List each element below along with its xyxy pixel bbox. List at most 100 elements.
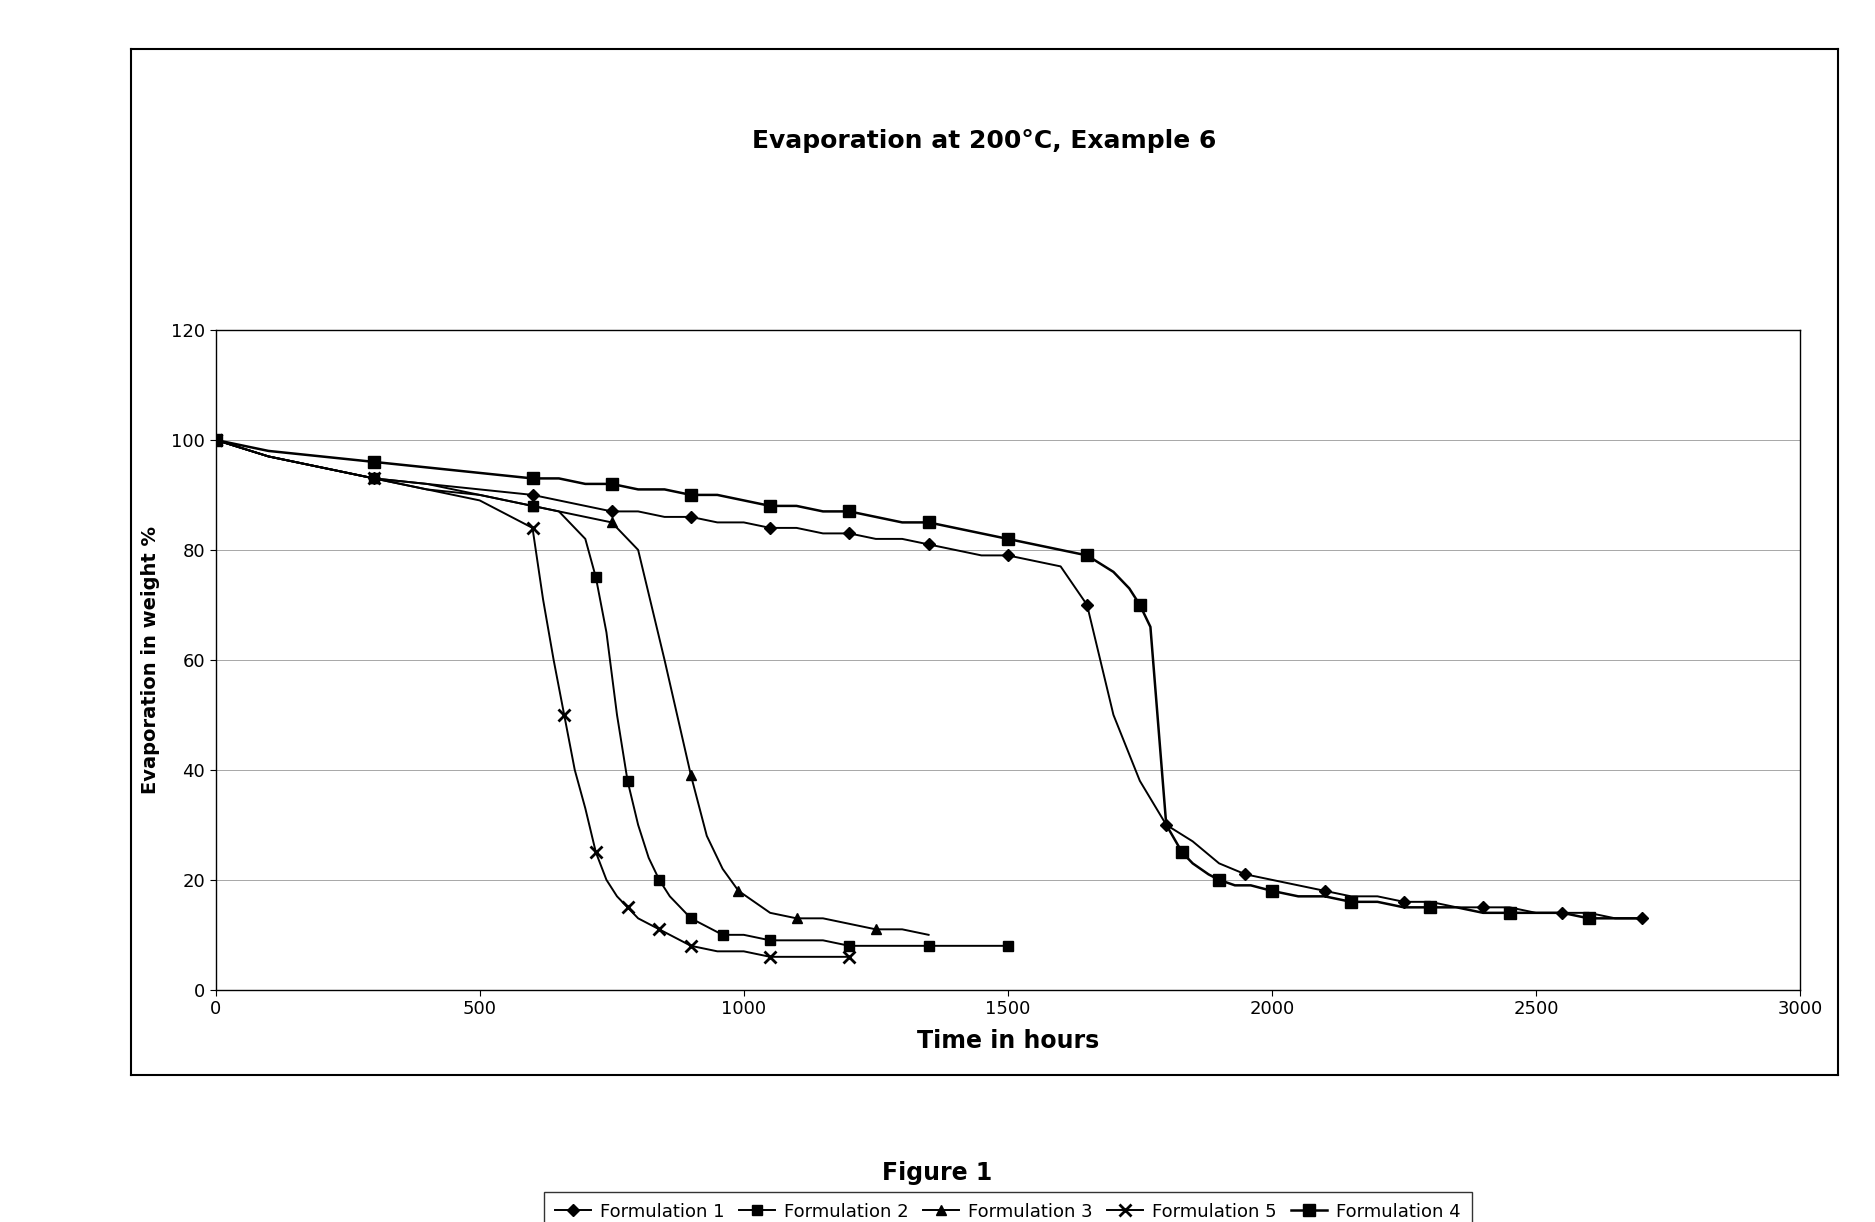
Formulation 2 [669, 899, 692, 914]
Formulation 1 [1551, 906, 1573, 920]
Formulation 1 [733, 516, 756, 530]
Formulation 3 [600, 516, 622, 530]
Formulation 3 [728, 884, 750, 898]
Formulation 3 [416, 477, 439, 491]
Formulation 1 [1076, 598, 1099, 612]
Formulation 3 [742, 895, 765, 909]
Formulation 2 [812, 934, 834, 948]
Formulation 5 [679, 938, 701, 953]
Formulation 1 [1024, 554, 1046, 568]
Formulation 1 [812, 525, 834, 540]
Formulation 2 [943, 938, 966, 953]
Formulation 4 [1155, 818, 1178, 832]
Formulation 1 [917, 538, 939, 552]
Formulation 2 [626, 818, 649, 832]
Formulation 5 [542, 653, 564, 667]
Formulation 4 [1577, 912, 1599, 926]
Formulation 1 [1524, 906, 1547, 920]
Formulation 2 [594, 624, 617, 640]
Formulation 5 [204, 433, 227, 447]
Formulation 1 [786, 521, 808, 535]
Formulation 2 [969, 938, 992, 953]
Formulation 1 [891, 532, 913, 546]
Formulation 5 [649, 921, 671, 936]
Formulation 3 [257, 450, 279, 464]
Formulation 4 [1140, 620, 1162, 634]
Formulation 3 [626, 543, 649, 557]
Formulation 2 [521, 499, 544, 513]
Formulation 1 [943, 543, 966, 557]
Formulation 1 [257, 450, 279, 464]
Formulation 1 [309, 461, 332, 475]
Formulation 2 [998, 938, 1020, 953]
Formulation 1 [1129, 774, 1151, 788]
Formulation 2 [574, 532, 596, 546]
Text: Figure 1: Figure 1 [883, 1161, 992, 1185]
Formulation 3 [786, 912, 808, 926]
Formulation 1 [1208, 855, 1230, 870]
Formulation 1 [1472, 899, 1494, 914]
Formulation 5 [469, 494, 491, 508]
Formulation 1 [1341, 890, 1363, 904]
Formulation 2 [617, 774, 639, 788]
Formulation 2 [257, 450, 279, 464]
Formulation 5 [812, 949, 834, 964]
Formulation 2 [585, 569, 608, 585]
Formulation 2 [711, 927, 733, 942]
Formulation 5 [521, 521, 544, 535]
Formulation 2 [759, 934, 782, 948]
Formulation 1 [574, 499, 596, 513]
Formulation 2 [638, 851, 660, 865]
Formulation 2 [649, 873, 671, 887]
Formulation 5 [638, 916, 660, 931]
Formulation 5 [606, 890, 628, 904]
Formulation 5 [838, 949, 861, 964]
Formulation 4 [1208, 873, 1230, 887]
Line: Formulation 4: Formulation 4 [210, 434, 1648, 925]
Formulation 1 [679, 510, 701, 524]
Formulation 5 [257, 450, 279, 464]
Formulation 3 [574, 510, 596, 524]
Formulation 2 [204, 433, 227, 447]
Formulation 5 [594, 873, 617, 887]
Formulation 1 [1102, 708, 1125, 722]
Formulation 1 [1155, 818, 1178, 832]
Line: Formulation 2: Formulation 2 [210, 435, 1013, 951]
Formulation 1 [1286, 877, 1309, 892]
Formulation 2 [364, 472, 386, 486]
Line: Formulation 1: Formulation 1 [212, 436, 1646, 923]
Formulation 5 [617, 899, 639, 914]
Formulation 1 [759, 521, 782, 535]
X-axis label: Time in hours: Time in hours [917, 1029, 1099, 1053]
Formulation 1 [1181, 833, 1204, 848]
Formulation 3 [204, 433, 227, 447]
Formulation 3 [652, 653, 675, 667]
Formulation 1 [1234, 868, 1256, 882]
Formulation 5 [574, 802, 596, 816]
Formulation 3 [891, 921, 913, 936]
Formulation 5 [626, 912, 649, 926]
Formulation 3 [917, 927, 939, 942]
Formulation 2 [722, 927, 744, 942]
Formulation 4 [891, 516, 913, 530]
Formulation 1 [1393, 895, 1416, 909]
Formulation 3 [469, 488, 491, 502]
Formulation 5 [416, 481, 439, 496]
Formulation 2 [690, 916, 712, 931]
Legend: Formulation 1, Formulation 2, Formulation 3, Formulation 5, Formulation 4: Formulation 1, Formulation 2, Formulatio… [544, 1191, 1472, 1222]
Formulation 1 [969, 547, 992, 562]
Formulation 1 [838, 525, 861, 540]
Formulation 5 [786, 949, 808, 964]
Formulation 2 [679, 912, 701, 926]
Formulation 1 [1629, 912, 1654, 926]
Formulation 1 [469, 481, 491, 496]
Formulation 2 [416, 481, 439, 496]
Formulation 1 [652, 510, 675, 524]
Formulation 5 [553, 708, 576, 722]
Formulation 2 [309, 461, 332, 475]
Formulation 5 [669, 934, 692, 948]
Formulation 4 [204, 433, 227, 447]
Formulation 5 [585, 846, 608, 860]
Formulation 1 [864, 532, 887, 546]
Formulation 1 [1446, 899, 1468, 914]
